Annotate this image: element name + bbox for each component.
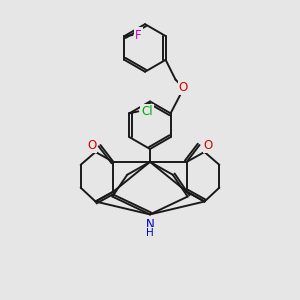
Text: Cl: Cl bbox=[141, 105, 153, 118]
Text: O: O bbox=[204, 139, 213, 152]
Text: N: N bbox=[146, 218, 154, 231]
Text: F: F bbox=[135, 28, 142, 42]
Text: H: H bbox=[146, 228, 154, 238]
Text: O: O bbox=[87, 139, 96, 152]
Text: O: O bbox=[179, 81, 188, 94]
